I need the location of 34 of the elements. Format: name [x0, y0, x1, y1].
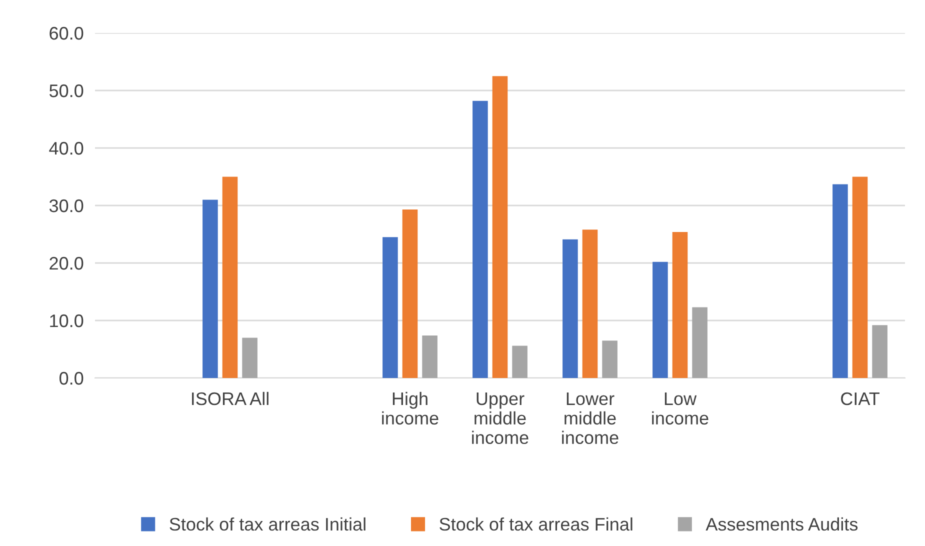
legend-label: Stock of tax arreas Initial [170, 517, 366, 531]
bar [852, 176, 868, 378]
y-tick-label: 20.0 [50, 256, 84, 270]
bar [872, 325, 888, 378]
y-tick-label: 60.0 [50, 26, 84, 40]
bar [242, 338, 258, 378]
bar [562, 239, 578, 378]
x-tick-label: Upper middle income [472, 392, 528, 444]
legend-label: Assesments Audits [706, 517, 858, 531]
bar [222, 176, 238, 378]
x-tick-label: Lower middle income [562, 392, 618, 444]
bar [512, 346, 528, 378]
y-tick-label: 40.0 [49, 142, 84, 155]
bar [422, 335, 438, 378]
y-tick-label: 50.0 [49, 84, 84, 98]
x-tick-label: ISORA All [192, 392, 268, 406]
bar [472, 100, 488, 378]
bar [602, 340, 618, 378]
bar [492, 76, 508, 378]
bar [692, 307, 708, 378]
y-tick-label: 10.0 [50, 314, 84, 328]
bar [402, 210, 418, 378]
bar [382, 237, 398, 378]
bar [832, 184, 848, 378]
bar [202, 200, 218, 378]
y-tick-label: 30.0 [49, 199, 84, 212]
y-tick-label: 0.0 [59, 372, 84, 385]
legend-label: Stock of tax arreas Final [440, 517, 632, 531]
x-tick-label: Low income [652, 392, 708, 425]
bar [582, 230, 598, 378]
bar [672, 232, 688, 378]
x-tick-label: CIAT [841, 392, 880, 406]
x-tick-label: High income [382, 392, 438, 425]
bar [652, 262, 668, 378]
